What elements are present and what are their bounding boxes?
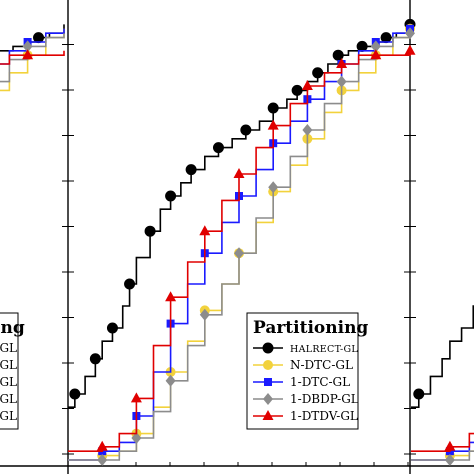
data-point-1-dtdv-gl (233, 168, 245, 178)
data-point-halrect-gl (291, 84, 303, 96)
legend: Partitioning HALRECT-GL N-DTC-GL 1-DTC-GL 1… (246, 312, 368, 430)
data-point-halrect-gl (267, 102, 279, 114)
left-legend-label: -GL (0, 341, 17, 355)
data-point-1-dbdp-gl (234, 247, 244, 260)
left-legend-title: ing (0, 318, 25, 338)
left-legend-label: -GL (0, 358, 17, 372)
data-point-halrect-gl (89, 353, 101, 365)
data-point-1-dtdv-gl (336, 58, 348, 68)
data-point-1-dtdv-gl (22, 49, 34, 60)
data-point-halrect-gl (212, 142, 224, 154)
data-point-1-dbdp-gl (370, 40, 381, 53)
data-point-halrect-gl (413, 388, 425, 400)
right-panel-fragment (411, 305, 474, 466)
data-point-halrect-gl (144, 225, 156, 237)
data-point-1-dtdv-gl (370, 49, 382, 60)
data-point-halrect-gl (356, 40, 368, 52)
left-legend-label: P-GL (0, 392, 17, 406)
data-point-halrect-gl (69, 388, 81, 400)
axis-ticks (62, 44, 416, 466)
data-point-1-dbdp-gl (199, 308, 210, 321)
data-point-1-dtdv-gl (165, 291, 177, 302)
data-point-halrect-gl (165, 190, 177, 202)
legend-label: 1-DTC-GL (290, 375, 350, 389)
legend-marker-halrect-gl (262, 342, 274, 354)
data-point-1-dtdv-gl (199, 225, 211, 236)
data-point-halrect-gl (124, 278, 136, 290)
left-legend-box (0, 312, 19, 430)
data-point-halrect-gl (33, 32, 45, 44)
data-point-halrect-gl (380, 32, 392, 44)
legend-label: N-DTC-GL (290, 358, 353, 372)
data-point-1-dtdv-gl (267, 119, 279, 130)
left-legend-label: V-GL (0, 409, 17, 423)
data-point-1-dbdp-gl (97, 454, 108, 466)
data-point-1-dtdv-gl (444, 440, 456, 451)
data-point-1-dtdv-gl (96, 440, 108, 451)
data-point-1-dbdp-gl (131, 432, 142, 444)
legend-marker-1-dtc-gl (264, 378, 272, 386)
data-point-halrect-gl (240, 124, 252, 136)
data-point-1-dbdp-gl (405, 27, 415, 40)
data-point-1-dbdp-gl (165, 374, 176, 387)
legend-label: HALRECT-GL (290, 344, 358, 355)
left-legend-labels: -GL -GL -GL P-GL V-GL (0, 341, 17, 423)
data-point-1-dbdp-gl (444, 454, 455, 466)
data-point-1-dtdv-gl (404, 44, 416, 55)
legend-label: 1-DTDV-GL (290, 409, 358, 423)
data-point-halrect-gl (312, 67, 324, 79)
data-point-1-dtdv-gl (130, 392, 142, 403)
legend-label: 1-DBDP-GL (290, 392, 359, 406)
data-point-1-dbdp-gl (336, 75, 347, 88)
data-point-1-dtdv-gl (301, 80, 313, 90)
legend-marker-1-dtdv-gl (262, 410, 274, 420)
left-legend-label: -GL (0, 375, 17, 389)
data-point-1-dbdp-gl (268, 181, 279, 194)
legend-title: Partitioning (253, 318, 368, 338)
data-point-halrect-gl (185, 164, 197, 176)
series-line-halrect-gl (411, 305, 474, 408)
legend-marker-n-dtc-gl (263, 360, 273, 370)
data-point-halrect-gl (106, 322, 118, 334)
data-point-1-dbdp-gl (302, 124, 313, 136)
left-panel-fragment (0, 24, 65, 92)
legend-marker-1-dbdp-gl (263, 393, 273, 405)
left-legend-fragment: ing -GL -GL -GL P-GL V-GL (0, 312, 25, 430)
data-point-1-dbdp-gl (22, 40, 33, 53)
legend-entries: HALRECT-GL N-DTC-GL 1-DTC-GL 1-DBDP-GL 1-DTD… (253, 342, 359, 423)
center-panel (68, 18, 416, 466)
legend-box (246, 312, 359, 430)
